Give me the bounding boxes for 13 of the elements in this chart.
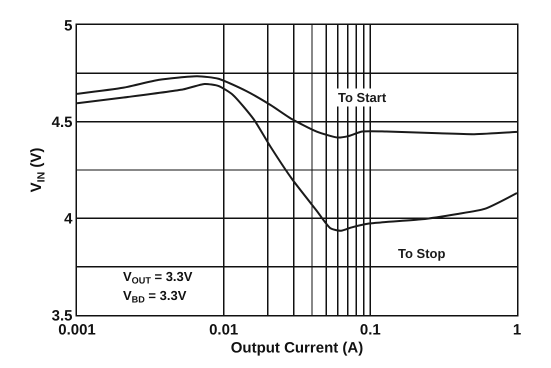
x-axis-title: Output Current (A) <box>230 339 364 356</box>
y-tick-label: 4.5 <box>52 114 72 131</box>
y-tick-label: 5 <box>64 17 72 34</box>
series-label: To Stop <box>398 246 446 261</box>
x-tick-label: 0.001 <box>58 322 96 338</box>
annotation: V$_{BD}$ = 3.3V <box>123 288 187 305</box>
x-tick-label: 0.01 <box>209 322 238 338</box>
text: To Start <box>338 90 387 105</box>
x-tick-label: 1 <box>512 322 522 338</box>
x-tick-label: 0.1 <box>360 322 381 338</box>
annotation: V$_{OUT}$ = 3.3V <box>123 269 193 286</box>
y-tick-label: 3.5 <box>52 307 72 324</box>
y-tick-label: 4 <box>64 210 74 228</box>
